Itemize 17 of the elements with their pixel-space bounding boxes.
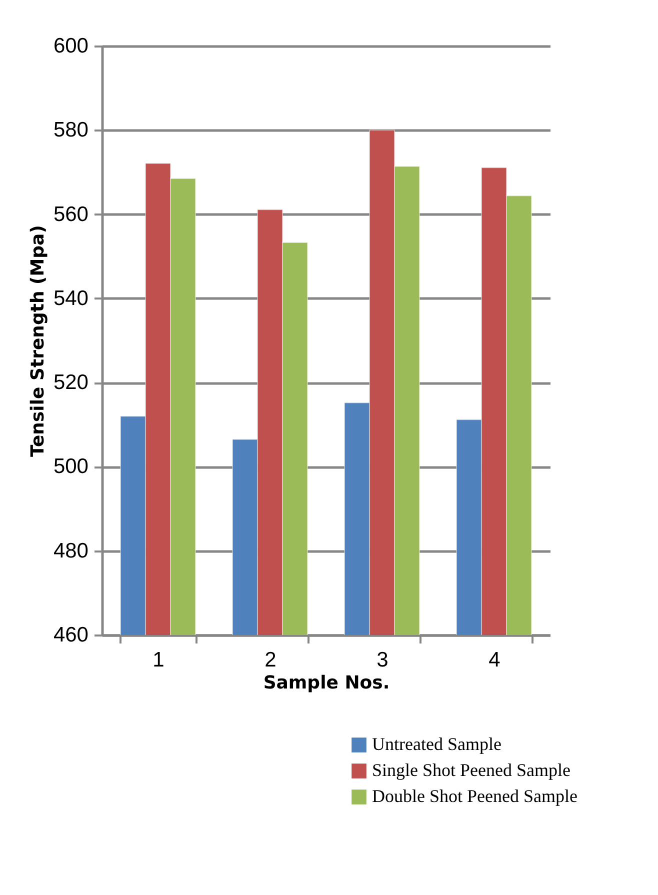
x-tick-label: 2: [264, 648, 276, 672]
y-tick-label: 600: [53, 34, 88, 58]
y-tick-label: 560: [53, 202, 88, 226]
x-axis-title: Sample Nos.: [263, 672, 390, 694]
legend-label: Double Shot Peened Sample: [372, 786, 578, 806]
x-tick-label: 1: [152, 648, 164, 672]
legend-label: Untreated Sample: [372, 734, 502, 754]
y-tick-label: 460: [53, 624, 88, 646]
y-tick-label: 480: [53, 539, 88, 562]
legend-label: Single Shot Peened Sample: [372, 760, 570, 780]
y-axis-title: Tensile Strength (Mpa): [27, 225, 48, 457]
x-tick-label: 3: [376, 648, 388, 672]
y-tick-label: 520: [53, 371, 88, 394]
y-tick-label: 500: [53, 455, 88, 478]
y-tick-label: 580: [53, 118, 88, 142]
x-tick-label: 4: [488, 648, 501, 672]
y-tick-label: 540: [53, 286, 88, 310]
